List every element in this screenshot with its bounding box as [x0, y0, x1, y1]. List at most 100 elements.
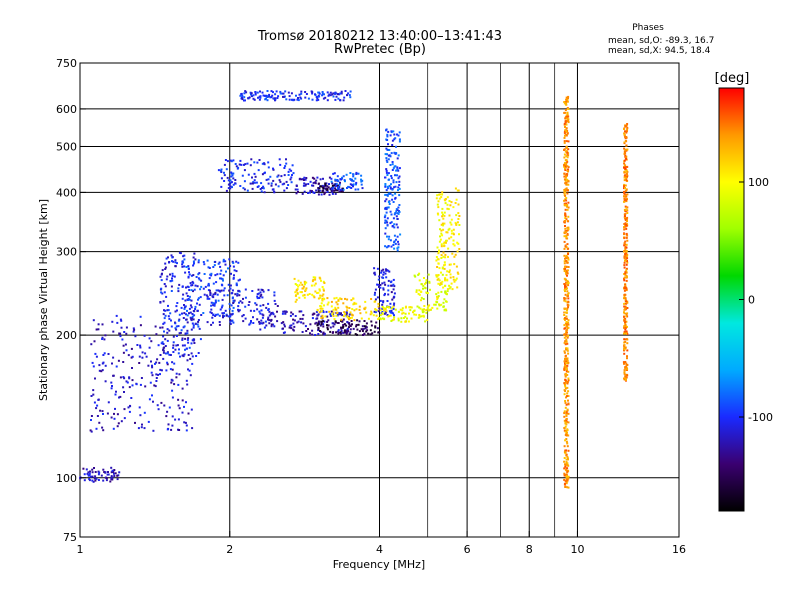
echo-point-o	[392, 181, 395, 184]
echo-point-o	[224, 260, 227, 263]
echo-point-o	[164, 352, 167, 355]
echo-point-x	[626, 325, 628, 328]
echo-point-o	[116, 413, 119, 416]
echo-point-x	[565, 321, 568, 323]
echo-point-o	[391, 188, 394, 191]
echo-point-o	[123, 331, 126, 333]
echo-point-o	[381, 310, 384, 313]
echo-point-o	[102, 429, 105, 432]
echo-point-o	[322, 320, 325, 323]
echo-point-o	[176, 309, 178, 312]
echo-point-o	[160, 401, 163, 404]
echo-point-o	[95, 477, 98, 480]
echo-point-o	[213, 302, 216, 305]
echo-point-x	[565, 285, 568, 288]
echo-point-o	[391, 298, 394, 301]
echo-point-o	[384, 232, 387, 235]
echo-point-o	[130, 356, 133, 359]
echo-point-o	[317, 193, 320, 196]
echo-point-x	[564, 191, 567, 194]
echo-point-x	[563, 368, 566, 371]
echo-point-o	[256, 186, 259, 188]
echo-point-o	[268, 322, 271, 325]
echo-point-x	[319, 307, 322, 310]
echo-point-x	[454, 202, 457, 204]
echo-point-o	[383, 294, 386, 297]
echo-point-x	[377, 305, 380, 308]
echo-point-x	[623, 302, 626, 305]
echo-point-x	[421, 311, 424, 314]
echo-point-o	[383, 281, 386, 284]
echo-point-x	[564, 317, 566, 320]
echo-point-x	[566, 287, 568, 290]
echo-point-o	[274, 98, 277, 101]
echo-point-o	[374, 291, 376, 294]
echo-point-o	[348, 322, 350, 325]
echo-point-o	[294, 315, 297, 317]
echo-point-o	[376, 283, 379, 286]
echo-point-x	[565, 482, 568, 485]
echo-point-o	[291, 98, 293, 101]
echo-point-o	[122, 351, 125, 354]
echo-point-o	[236, 294, 239, 297]
echo-point-x	[565, 438, 568, 440]
echo-point-x	[566, 358, 569, 361]
echo-point-o	[340, 188, 342, 191]
echo-point-o	[390, 284, 393, 287]
echo-point-x	[563, 141, 566, 144]
echo-point-o	[334, 187, 336, 190]
echo-point-x	[440, 196, 443, 199]
echo-point-x	[439, 238, 442, 241]
echo-point-x	[566, 192, 569, 195]
echo-point-o	[317, 187, 320, 189]
echo-point-o	[168, 261, 171, 263]
echo-point-x	[438, 249, 440, 252]
echo-point-x	[404, 315, 407, 318]
echo-point-x	[375, 314, 378, 317]
echo-point-x	[564, 290, 566, 293]
echo-point-o	[162, 300, 165, 303]
echo-point-o	[244, 296, 247, 299]
echo-point-o	[384, 272, 387, 275]
echo-point-x	[386, 306, 389, 308]
echo-point-x	[567, 403, 570, 406]
echo-point-o	[335, 95, 338, 98]
echo-point-o	[386, 235, 388, 238]
echo-point-o	[186, 329, 189, 332]
echo-point-o	[389, 239, 392, 242]
echo-point-x	[565, 412, 568, 415]
echo-point-x	[623, 326, 626, 329]
echo-point-o	[282, 327, 284, 330]
echo-point-x	[566, 348, 569, 351]
echo-point-o	[322, 311, 325, 314]
echo-point-x	[438, 197, 441, 200]
echo-point-o	[219, 272, 222, 275]
echo-point-x	[566, 111, 569, 114]
echo-point-o	[161, 292, 164, 295]
echo-point-x	[622, 361, 625, 364]
echo-point-o	[287, 91, 290, 94]
echo-point-o	[349, 90, 352, 93]
echo-point-x	[626, 193, 629, 196]
echo-point-o	[95, 407, 98, 410]
echo-point-o	[284, 90, 287, 93]
echo-point-o	[300, 178, 303, 181]
echo-point-o	[389, 187, 392, 190]
echo-point-o	[336, 179, 339, 181]
echo-point-o	[196, 302, 198, 305]
echo-point-x	[563, 299, 566, 302]
echo-point-x	[564, 297, 567, 300]
echo-point-x	[625, 224, 628, 227]
echo-point-o	[175, 376, 178, 379]
echo-point-o	[385, 147, 388, 150]
echo-point-x	[313, 296, 316, 299]
echo-point-o	[394, 242, 397, 245]
echo-point-o	[157, 344, 160, 347]
echo-point-o	[324, 184, 327, 187]
echo-point-x	[298, 296, 301, 299]
echo-point-o	[148, 346, 151, 349]
echo-point-x	[323, 304, 325, 307]
echo-point-x	[457, 218, 460, 220]
echo-point-x	[624, 273, 627, 276]
